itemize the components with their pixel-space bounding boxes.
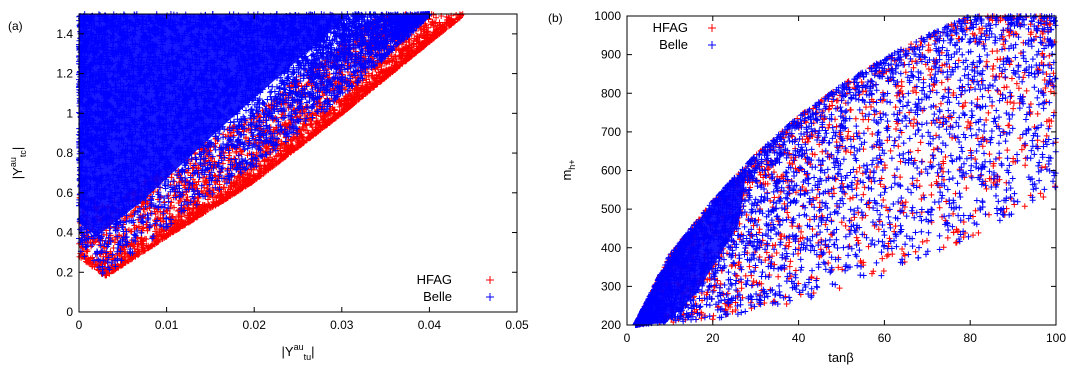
hfag-point — [257, 162, 264, 169]
hfag-point — [185, 169, 192, 176]
hfag-point — [331, 107, 338, 114]
panel-a-points — [76, 11, 466, 279]
hfag-point — [116, 251, 123, 258]
panel-a: (a) 0 0.01 0.02 0.03 0.04 0.0500.20.40.60.811… — [8, 11, 529, 362]
hfag-point — [253, 149, 260, 156]
hfag-point — [333, 98, 340, 105]
hfag-point — [133, 224, 140, 231]
panel-a-label: (a) — [8, 19, 23, 33]
hfag-point — [242, 182, 249, 189]
hfag-point — [342, 93, 349, 100]
